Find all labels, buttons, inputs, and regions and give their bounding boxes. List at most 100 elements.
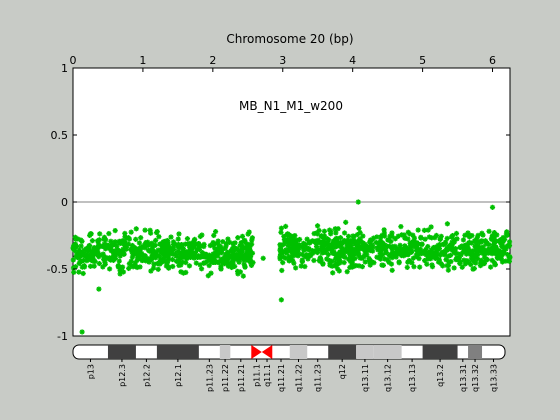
data-point xyxy=(448,234,455,240)
data-point xyxy=(425,256,431,262)
data-point xyxy=(353,250,359,257)
data-point xyxy=(457,260,463,267)
data-point xyxy=(485,248,491,254)
data-point xyxy=(437,236,443,242)
data-point xyxy=(321,228,328,234)
data-point xyxy=(457,244,463,250)
data-point xyxy=(84,258,90,264)
data-point xyxy=(101,256,107,263)
y-tick-label: 1 xyxy=(61,62,68,75)
data-point xyxy=(334,261,340,267)
data-point xyxy=(225,261,231,267)
data-point xyxy=(218,258,225,265)
data-point xyxy=(106,266,113,272)
y-tick-label: -1 xyxy=(57,330,68,343)
data-point xyxy=(240,255,246,261)
data-point xyxy=(115,247,121,253)
data-point xyxy=(307,240,313,246)
data-point xyxy=(492,261,498,268)
data-point xyxy=(389,244,396,250)
ideogram-band-p11-1 xyxy=(251,345,262,359)
data-point xyxy=(398,246,404,252)
data-point xyxy=(147,227,153,233)
data-point xyxy=(119,250,125,256)
data-point xyxy=(406,257,412,264)
data-point xyxy=(278,249,284,255)
data-point xyxy=(472,243,479,250)
data-point xyxy=(346,233,352,239)
data-point xyxy=(181,251,187,257)
data-point xyxy=(164,237,170,244)
data-point xyxy=(475,256,481,262)
band-label: q11.1 xyxy=(263,364,272,387)
band-label: q13.11 xyxy=(361,364,370,392)
data-point xyxy=(112,227,118,234)
data-point xyxy=(225,236,231,242)
data-point xyxy=(355,199,361,205)
data-point xyxy=(154,230,160,236)
data-point xyxy=(417,251,423,257)
data-point xyxy=(168,234,174,240)
data-point xyxy=(428,224,434,230)
data-point xyxy=(96,286,102,292)
data-point xyxy=(145,256,151,262)
data-point xyxy=(166,255,172,261)
data-point xyxy=(207,257,214,264)
data-point xyxy=(129,242,135,249)
data-point xyxy=(454,250,460,257)
data-point xyxy=(96,260,102,267)
data-point xyxy=(96,237,102,243)
data-point xyxy=(504,243,511,249)
data-point xyxy=(429,262,435,268)
data-point xyxy=(452,246,459,252)
data-point xyxy=(314,223,321,229)
band-label: p11.23 xyxy=(205,364,214,392)
data-point xyxy=(79,238,85,244)
data-point xyxy=(205,273,211,279)
ideogram-band-p11-22 xyxy=(219,345,231,359)
data-point xyxy=(379,262,385,268)
data-point xyxy=(341,259,347,266)
chromosome-ideogram xyxy=(72,344,506,360)
data-point xyxy=(79,264,85,270)
data-point xyxy=(389,267,395,273)
data-point xyxy=(302,263,308,270)
data-point xyxy=(332,244,338,250)
data-point xyxy=(97,243,103,250)
data-point xyxy=(394,248,401,255)
y-tick-label: -0.5 xyxy=(47,263,68,276)
data-point xyxy=(206,262,212,269)
data-point xyxy=(422,236,428,242)
data-point xyxy=(386,237,392,243)
data-point xyxy=(343,219,349,225)
data-point xyxy=(477,263,484,269)
data-point xyxy=(191,244,197,250)
ideogram-band-q13-12 xyxy=(373,345,402,359)
data-point xyxy=(440,263,446,269)
data-point xyxy=(249,235,255,241)
data-point xyxy=(242,264,248,270)
x-tick-label: 2 xyxy=(209,54,216,67)
data-point xyxy=(336,256,342,263)
data-point xyxy=(481,260,487,267)
data-point xyxy=(245,231,251,237)
ideogram-band-q13-2 xyxy=(422,345,458,359)
data-point xyxy=(171,247,177,253)
data-point xyxy=(344,269,350,275)
data-point xyxy=(327,242,334,248)
data-point xyxy=(486,228,492,234)
data-point xyxy=(198,266,205,272)
data-point xyxy=(106,230,112,237)
band-label: q13.12 xyxy=(384,364,393,392)
data-point xyxy=(92,258,98,265)
data-point xyxy=(332,238,338,244)
data-point xyxy=(404,264,410,270)
data-point xyxy=(280,254,287,260)
data-point xyxy=(286,232,292,238)
chart-title: Chromosome 20 (bp) xyxy=(226,32,353,46)
data-point xyxy=(459,264,465,270)
data-point xyxy=(177,244,183,250)
data-point xyxy=(417,246,424,252)
data-point xyxy=(388,261,395,267)
data-point xyxy=(89,238,96,244)
